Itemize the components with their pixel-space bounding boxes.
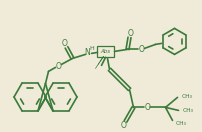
Text: Abs: Abs [100,49,110,54]
Text: O: O [61,39,67,48]
Text: CH₃: CH₃ [181,94,191,99]
Text: O: O [138,45,144,54]
Text: CH₃: CH₃ [175,121,186,126]
Text: N: N [84,48,90,57]
Text: CH₃: CH₃ [182,108,193,113]
Text: O: O [120,121,126,130]
Text: O: O [127,29,133,38]
FancyBboxPatch shape [97,46,114,57]
Text: O: O [55,62,61,71]
Text: H: H [89,46,93,51]
Text: O: O [144,103,150,112]
